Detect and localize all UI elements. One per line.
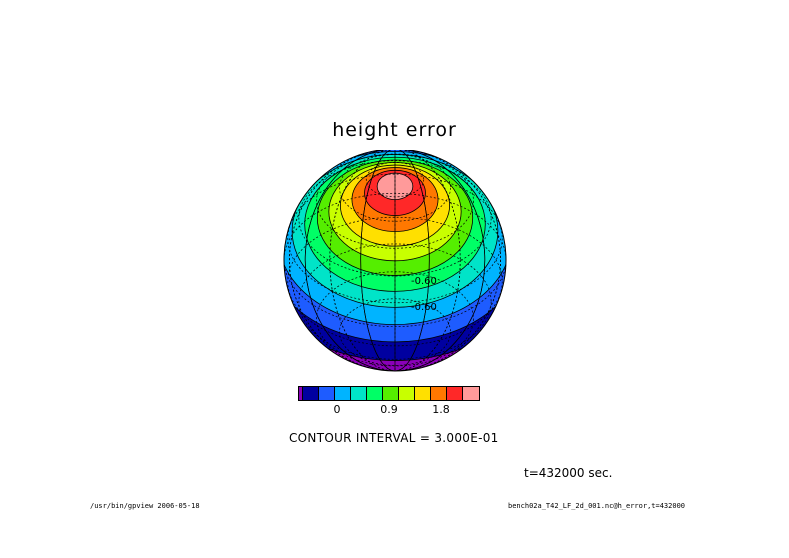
footer-right: bench02a_T42_LF_2d_001.nc@h_error,t=4320…: [508, 502, 686, 510]
parallel-line: [298, 243, 492, 360]
contour-label-2: -0.60: [411, 302, 437, 313]
colorbar-segment: [299, 387, 303, 400]
colorbar-tick-0: 0: [333, 403, 341, 416]
colorbar-segment: [431, 387, 447, 400]
time-label: t=432000 sec.: [524, 466, 613, 480]
colorbar-tick-1: 0.9: [380, 403, 398, 416]
meridian-line: [360, 150, 430, 371]
globe-contour-map: -0.60 -0.60: [283, 150, 507, 372]
meridian-line: [289, 150, 501, 371]
colorbar-segment: [367, 387, 383, 400]
meridian-line: [304, 150, 486, 371]
colorbar-tick-2: 1.8: [432, 403, 450, 416]
colorbar-segment: [447, 387, 463, 400]
colorbar-segment: [351, 387, 367, 400]
contour-interval-text: CONTOUR INTERVAL = 3.000E-01: [289, 431, 499, 445]
meridian-line: [329, 150, 461, 371]
colorbar-segment: [383, 387, 399, 400]
globe-outline: [283, 150, 507, 372]
parallel-line: [298, 160, 492, 277]
colorbar-segment: [399, 387, 415, 400]
contour-label-1: -0.60: [411, 276, 437, 287]
colorbar-segment: [415, 387, 431, 400]
colorbar-segment: [319, 387, 335, 400]
graticule: [284, 150, 506, 371]
colorbar-segment: [303, 387, 319, 400]
footer-left: /usr/bin/gpview 2006-05-18: [90, 502, 200, 510]
colorbar: [298, 386, 480, 401]
plot-title: height error: [332, 119, 457, 141]
colorbar-segment: [463, 387, 479, 400]
colorbar-segment: [335, 387, 351, 400]
